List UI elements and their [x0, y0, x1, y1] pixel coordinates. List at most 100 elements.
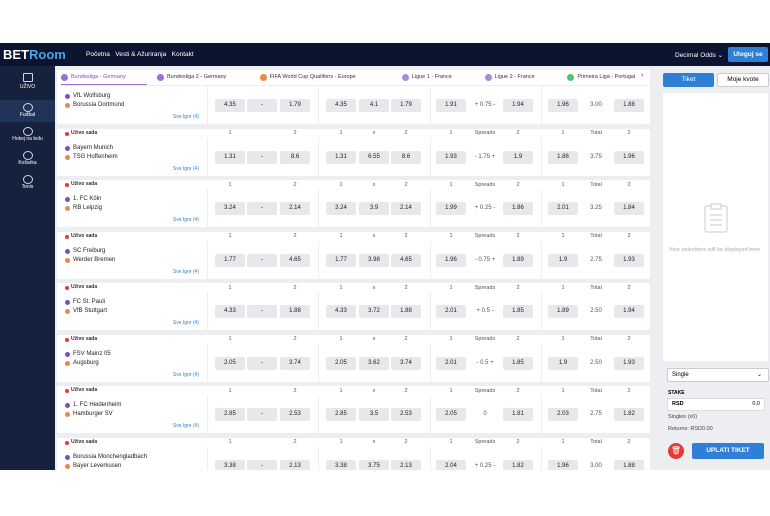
- odds-button[interactable]: 1.88: [614, 459, 644, 470]
- odds-button[interactable]: 1.31: [215, 150, 245, 164]
- all-games-link[interactable]: Sve Igre (4): [172, 165, 199, 172]
- odds-button[interactable]: -: [247, 99, 277, 112]
- odds-button[interactable]: 2.13: [391, 459, 421, 470]
- odds-button[interactable]: 3.74: [280, 356, 310, 370]
- team-name[interactable]: Bayer Leverkusen: [73, 462, 122, 469]
- odds-button[interactable]: 2.01: [436, 305, 466, 318]
- betslip-tab[interactable]: Tiket: [663, 73, 714, 87]
- odds-button[interactable]: 2.05: [326, 356, 356, 370]
- team-name[interactable]: 1. FC Heidenheim: [73, 402, 122, 408]
- odds-button[interactable]: 8.6: [391, 150, 421, 164]
- odds-button[interactable]: 1.85: [503, 356, 533, 370]
- odds-button[interactable]: -: [247, 150, 277, 164]
- odds-button[interactable]: 3.98: [359, 253, 389, 267]
- odds-button[interactable]: 3.74: [391, 356, 421, 370]
- league-tab[interactable]: Ligue 1 - France: [401, 70, 475, 85]
- team-name[interactable]: FC St. Pauli: [73, 299, 106, 305]
- odds-button[interactable]: -: [247, 356, 277, 370]
- odds-button[interactable]: 1.91: [436, 99, 466, 112]
- odds-button[interactable]: 1.86: [548, 150, 578, 164]
- team-name[interactable]: TSG Hoffenheim: [73, 153, 118, 160]
- odds-button[interactable]: 1.88: [280, 305, 310, 318]
- odds-button[interactable]: 2.01: [548, 202, 578, 215]
- odds-button[interactable]: 1.96: [436, 253, 466, 267]
- odds-button[interactable]: 1.9: [503, 150, 533, 164]
- odds-button[interactable]: 1.94: [503, 99, 533, 112]
- odds-button[interactable]: 4.65: [391, 253, 421, 267]
- submit-button[interactable]: UPLATI TIKET: [692, 443, 764, 459]
- odds-button[interactable]: 2.53: [391, 408, 421, 421]
- login-button[interactable]: Uloguj se: [728, 47, 768, 62]
- all-games-link[interactable]: Sve Igre (4): [172, 320, 199, 326]
- odds-button[interactable]: 4.1: [359, 99, 389, 112]
- league-tab[interactable]: Ligue 2 - France: [484, 70, 558, 85]
- odds-button[interactable]: -: [247, 253, 277, 267]
- odds-button[interactable]: 4.35: [326, 99, 356, 112]
- logo[interactable]: BETRoom: [3, 47, 66, 62]
- odds-button[interactable]: 2.85: [326, 408, 356, 421]
- odds-button[interactable]: 2.05: [436, 408, 466, 421]
- odds-button[interactable]: 3.62: [359, 356, 389, 370]
- odds-button[interactable]: 2.14: [391, 202, 421, 215]
- odds-button[interactable]: 1.89: [548, 305, 578, 318]
- odds-button[interactable]: 1.81: [503, 408, 533, 421]
- odds-button[interactable]: 1.79: [280, 99, 310, 112]
- stake-input[interactable]: RSD 0.0: [667, 398, 765, 411]
- odds-format[interactable]: Decimal Odds ⌄: [675, 52, 724, 59]
- league-tab[interactable]: Bundesliga - Germany: [61, 70, 147, 85]
- team-name[interactable]: RB Leipzig: [73, 205, 103, 211]
- odds-button[interactable]: 8.6: [280, 150, 310, 164]
- odds-button[interactable]: 1.31: [326, 150, 356, 164]
- odds-button[interactable]: 1.93: [436, 150, 466, 164]
- odds-button[interactable]: 1.82: [503, 459, 533, 470]
- nav-link[interactable]: Kontakt: [171, 51, 194, 58]
- odds-button[interactable]: 6.55: [359, 150, 389, 164]
- odds-button[interactable]: 1.96: [548, 459, 578, 470]
- odds-button[interactable]: 3.24: [215, 202, 245, 215]
- sport-item[interactable]: Košarka: [0, 148, 55, 170]
- odds-button[interactable]: -: [247, 459, 277, 470]
- all-games-link[interactable]: Sve Igre (4): [172, 114, 199, 120]
- team-name[interactable]: Werder Bremen: [73, 256, 116, 263]
- odds-button[interactable]: 1.85: [503, 305, 533, 318]
- tabs-arrow[interactable]: ›: [641, 72, 644, 79]
- team-name[interactable]: SC Freiburg: [73, 247, 106, 254]
- league-tab[interactable]: Primeira Liga - Portugal: [567, 70, 650, 85]
- team-name[interactable]: FSV Mainz 05: [73, 350, 111, 357]
- odds-button[interactable]: 2.13: [280, 459, 310, 470]
- odds-button[interactable]: -: [247, 408, 277, 421]
- odds-button[interactable]: 1.86: [503, 202, 533, 215]
- odds-button[interactable]: 2.03: [548, 408, 578, 421]
- team-name[interactable]: Borussia Dortmund: [73, 102, 125, 108]
- team-name[interactable]: 1. FC Köln: [73, 196, 102, 202]
- sport-item[interactable]: UŽIVO: [0, 70, 55, 94]
- odds-button[interactable]: -: [247, 305, 277, 318]
- nav-link[interactable]: Vesti & Ažuriranja: [115, 51, 167, 58]
- betslip-tab[interactable]: Moje kvote: [717, 73, 769, 87]
- league-tab[interactable]: FIFA World Cup Qualifiers - Europe: [259, 70, 392, 85]
- sport-item[interactable]: Fudbal: [0, 100, 55, 122]
- nav-link[interactable]: Početna: [86, 51, 110, 58]
- odds-button[interactable]: 2.04: [436, 459, 466, 470]
- odds-button[interactable]: 4.33: [326, 305, 356, 318]
- odds-button[interactable]: 1.96: [614, 150, 644, 164]
- odds-button[interactable]: 1.79: [391, 99, 421, 112]
- odds-button[interactable]: 3.24: [326, 202, 356, 215]
- odds-button[interactable]: 1.9: [548, 253, 578, 267]
- sport-item[interactable]: Hokej na ledu: [0, 124, 55, 146]
- odds-button[interactable]: 1.94: [614, 305, 644, 318]
- bet-type-select[interactable]: Single ⌄: [667, 368, 769, 382]
- odds-button[interactable]: 4.65: [280, 253, 310, 267]
- odds-button[interactable]: 1.77: [326, 253, 356, 267]
- team-name[interactable]: VfB Stuttgart: [73, 308, 108, 314]
- odds-button[interactable]: 1.96: [548, 99, 578, 112]
- odds-button[interactable]: 2.85: [215, 408, 245, 421]
- all-games-link[interactable]: Sve Igre (4): [172, 423, 199, 429]
- all-games-link[interactable]: Sve Igre (4): [172, 268, 199, 275]
- team-name[interactable]: Bayern Munich: [73, 144, 114, 151]
- all-games-link[interactable]: Sve Igre (4): [172, 217, 199, 223]
- odds-button[interactable]: 1.93: [614, 356, 644, 370]
- odds-button[interactable]: 3.38: [215, 459, 245, 470]
- odds-button[interactable]: 2.14: [280, 202, 310, 215]
- odds-button[interactable]: 1.77: [215, 253, 245, 267]
